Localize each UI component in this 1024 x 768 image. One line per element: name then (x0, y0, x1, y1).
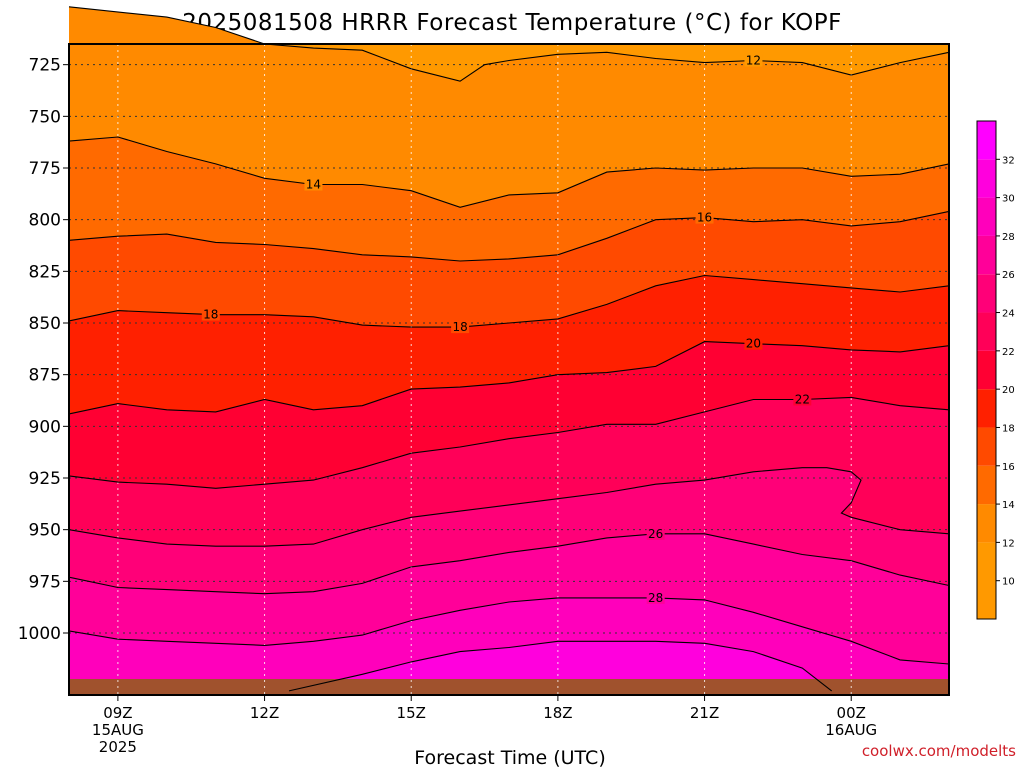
colorbar-band (977, 389, 996, 428)
contour-label-14: 14 (306, 178, 321, 192)
contour-label-bg (646, 526, 665, 540)
colorbar-band (977, 121, 996, 160)
y-tick-label: 825 (29, 262, 61, 282)
x-tick-label: 12Z (250, 704, 279, 722)
x-tick-label: 21Z (690, 704, 719, 722)
colorbar-tick-label: 14 (1002, 500, 1015, 511)
contour-line-28 (68, 597, 950, 665)
contour-label-bg (793, 392, 812, 406)
plot-frame (68, 43, 950, 696)
contour-label-bg (646, 590, 665, 604)
contour-label-bg (201, 307, 220, 321)
colorbar-tick-label: 12 (1002, 538, 1015, 549)
y-tick-label: 925 (29, 469, 61, 489)
band-fill (289, 641, 832, 691)
colorbar-tick-label: 10 (1002, 577, 1015, 588)
colorbar-band (977, 542, 996, 619)
contour-line-14 (68, 136, 950, 208)
contour-labels: 12 14 16 18 18 20 22 26 28 (201, 53, 812, 605)
contour-label-bg (695, 210, 714, 224)
y-tick-label: 1000 (18, 624, 61, 644)
colorbar-band (977, 159, 996, 198)
colorbar-band (977, 197, 996, 236)
x-tick-label: 15Z (397, 704, 426, 722)
grid-lines (69, 44, 949, 695)
source-credit: coolwx.com/modelts (862, 742, 1016, 760)
contour-line-24 (68, 467, 950, 547)
y-tick-label: 875 (29, 366, 61, 386)
contour-label-bg (451, 320, 470, 334)
colorbar: 10 12 14 16 18 20 22 24 26 28 30 32 (976, 120, 1015, 620)
colorbar-band (977, 312, 996, 351)
y-axis: 725 750 775 800 825 850 875 900 925 950 975 1000 (18, 56, 69, 644)
contour-label-20: 20 (746, 337, 761, 351)
colorbar-tick-label: 32 (1002, 155, 1015, 166)
x-tick-year: 2025 (99, 738, 137, 756)
x-tick-label: 09Z (103, 704, 132, 722)
contour-label-16: 16 (697, 211, 712, 225)
y-tick-label: 975 (29, 572, 61, 592)
colorbar-band (977, 504, 996, 543)
contour-label-bg (744, 336, 763, 350)
contour-label-26: 26 (648, 527, 663, 541)
colorbar-frame (976, 120, 997, 620)
colorbar-band (977, 427, 996, 466)
colorbar-band (977, 274, 996, 313)
plot-fill-layer (69, 6, 949, 696)
x-tick-label: 00Z (837, 704, 866, 722)
y-tick-label: 775 (29, 159, 61, 179)
contour-label-28: 28 (648, 591, 663, 605)
contour-line-20 (68, 341, 950, 415)
y-tick-label: 850 (29, 314, 61, 334)
y-tick-label: 800 (29, 211, 61, 231)
contour-label-18: 18 (452, 320, 467, 334)
chart-title: 2025081508 HRRR Forecast Temperature (°C… (182, 10, 842, 36)
y-tick-label: 950 (29, 521, 61, 541)
contour-label-bg (744, 53, 763, 67)
y-tick-label: 900 (29, 417, 61, 437)
contour-label-12: 12 (746, 54, 761, 68)
surface-strip (69, 679, 949, 695)
colorbar-band (977, 465, 996, 505)
x-tick-date: 15AUG (92, 721, 144, 739)
colorbar-band (977, 350, 996, 390)
colorbar-band (977, 235, 996, 275)
contour-label-18: 18 (203, 308, 218, 322)
contour-label-bg (304, 177, 323, 191)
y-tick-label: 725 (29, 56, 61, 76)
contour-label-22: 22 (795, 392, 810, 406)
x-tick-date: 16AUG (825, 721, 877, 739)
contour-line-16 (68, 210, 950, 262)
colorbar-tick-label: 24 (1002, 309, 1015, 320)
colorbar-tick-label: 22 (1002, 347, 1015, 358)
contour-line-30 (288, 640, 833, 692)
colorbar-tick-label: 18 (1002, 423, 1015, 434)
colorbar-tick-label: 28 (1002, 232, 1015, 243)
x-axis-label: Forecast Time (UTC) (414, 747, 605, 768)
contour-line-26 (68, 533, 950, 595)
colorbar-tick-label: 20 (1002, 385, 1015, 396)
colorbar-tick-label: 30 (1002, 194, 1015, 205)
colorbar-tick-label: 16 (1002, 462, 1015, 473)
y-tick-label: 750 (29, 107, 61, 127)
x-tick-label: 18Z (543, 704, 572, 722)
colorbar-tick-label: 26 (1002, 270, 1015, 281)
